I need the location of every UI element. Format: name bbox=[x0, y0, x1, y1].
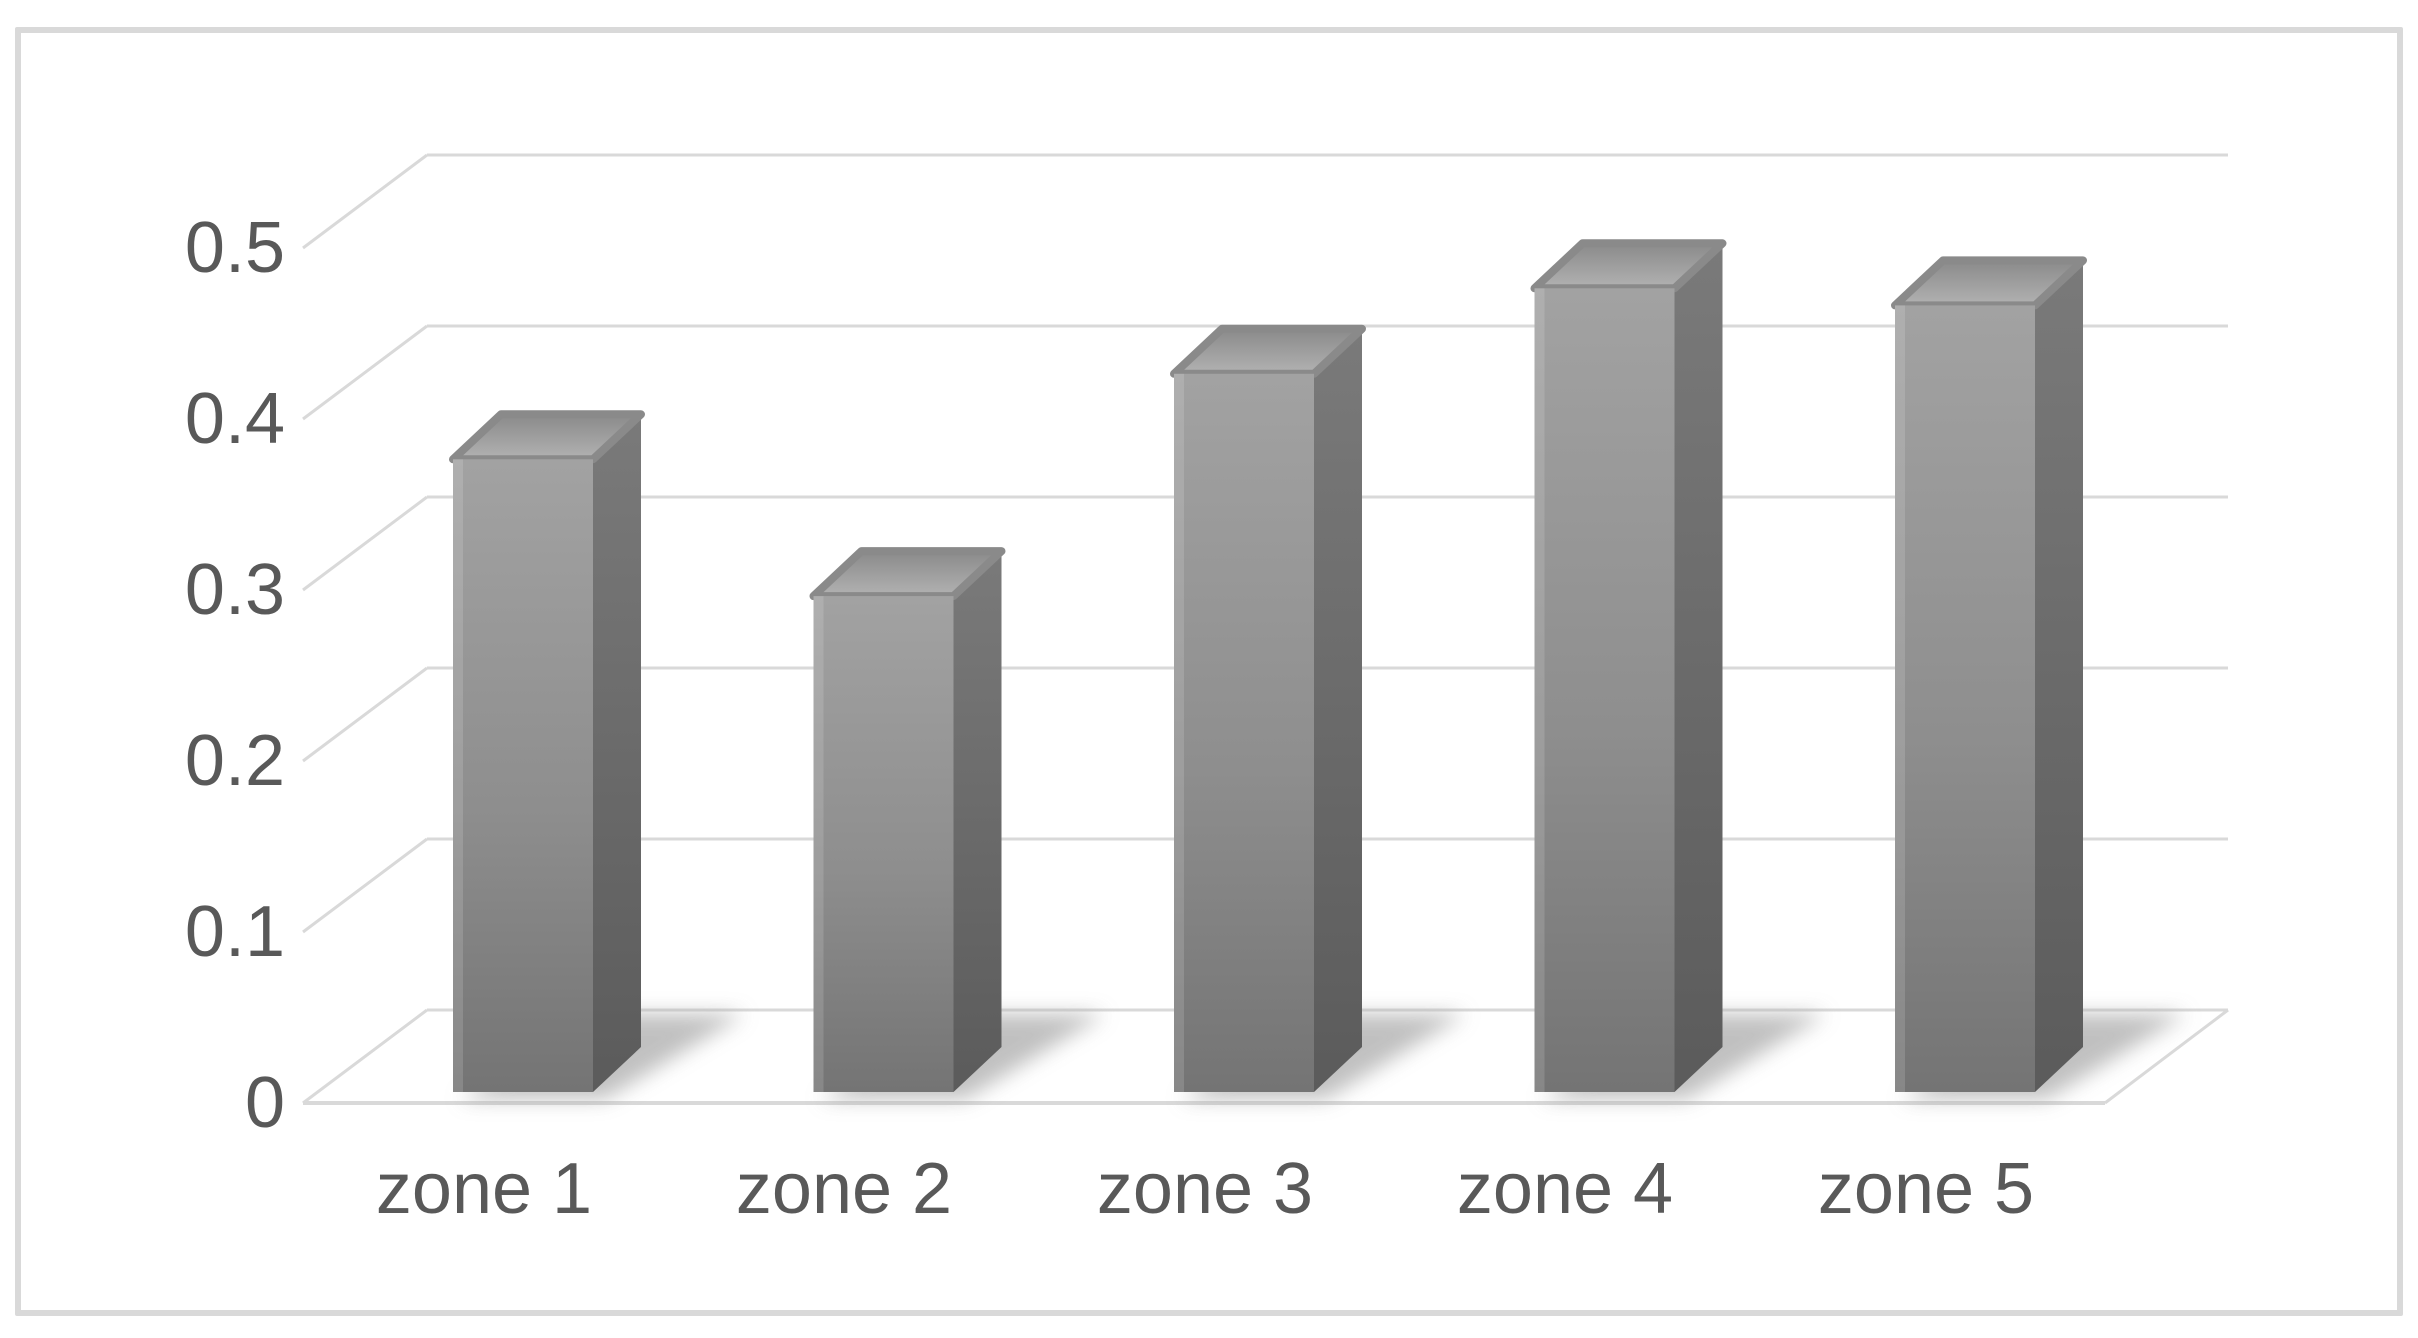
bar-side-face bbox=[1314, 328, 1362, 1092]
x-category-label: zone 2 bbox=[735, 1149, 953, 1229]
bar-front-face-3 bbox=[1174, 373, 1314, 1092]
bar-side-face bbox=[2035, 260, 2083, 1092]
y-tick-label: 0.1 bbox=[184, 892, 285, 972]
x-category-label: zone 3 bbox=[1096, 1149, 1314, 1229]
y-tick-label: 0 bbox=[244, 1063, 285, 1143]
bar-front-face-5 bbox=[1895, 305, 2035, 1092]
y-tick-label: 0.4 bbox=[184, 379, 285, 459]
y-axis-tick-line bbox=[302, 837, 428, 934]
y-axis-tick-line bbox=[302, 1008, 428, 1105]
bar-edge-highlight bbox=[1895, 305, 1905, 1092]
bar-front-face-1 bbox=[453, 459, 593, 1092]
bar-side-face bbox=[1674, 243, 1723, 1093]
y-axis-tick-line bbox=[302, 324, 428, 421]
floor-right-edge bbox=[2104, 1008, 2229, 1105]
y-tick-label: 0.3 bbox=[184, 550, 285, 630]
bar-edge-highlight bbox=[1534, 288, 1545, 1092]
bar-side-face bbox=[593, 414, 641, 1092]
y-axis-tick-line bbox=[302, 495, 428, 592]
x-category-label: zone 5 bbox=[1817, 1149, 2035, 1229]
chart-border-frame bbox=[15, 27, 2403, 1316]
bar-front-face-4 bbox=[1534, 288, 1675, 1092]
y-axis-tick-line bbox=[302, 153, 428, 250]
bar-edge-highlight bbox=[813, 596, 824, 1092]
bar-side-face bbox=[953, 551, 1002, 1092]
y-tick-label: 0.5 bbox=[184, 208, 285, 288]
y-axis-tick-line bbox=[302, 666, 428, 763]
y-tick-label: 0.2 bbox=[184, 721, 285, 801]
bar-front-face-2 bbox=[813, 596, 954, 1092]
x-category-label: zone 4 bbox=[1456, 1149, 1674, 1229]
bar-edge-highlight bbox=[453, 459, 463, 1092]
x-category-label: zone 1 bbox=[375, 1149, 593, 1229]
bar-edge-highlight bbox=[1174, 373, 1184, 1092]
